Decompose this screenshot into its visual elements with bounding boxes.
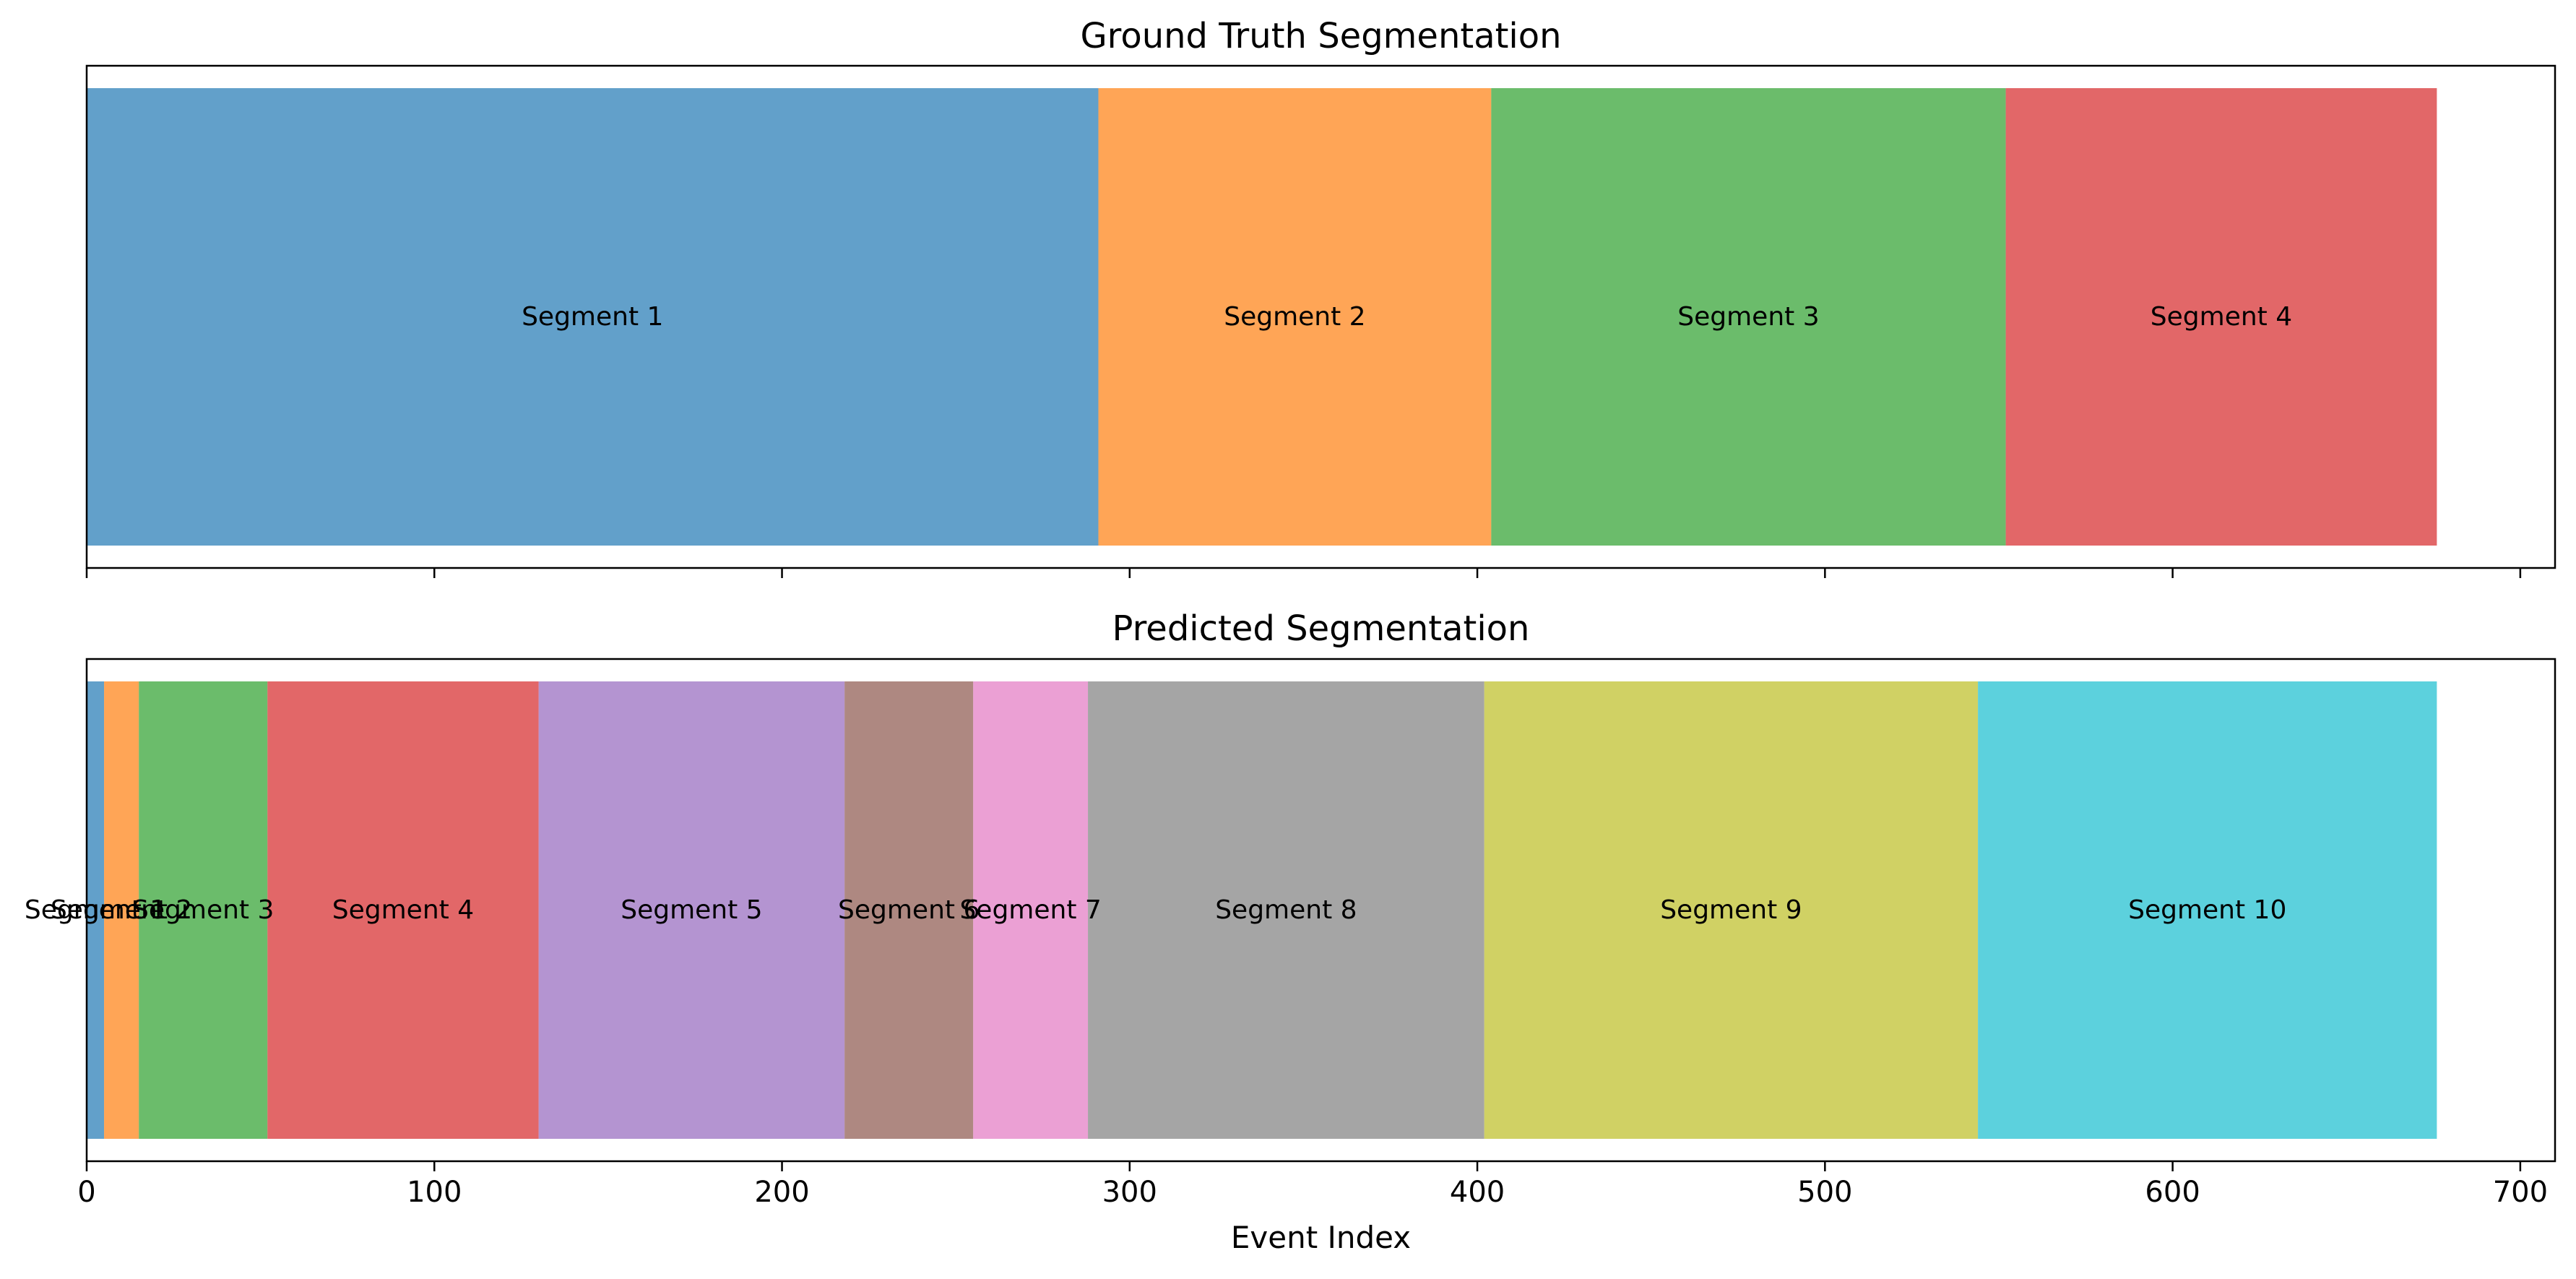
predicted-segment-bar-9	[1484, 681, 1979, 1139]
predicted-x-tick-label-600: 600	[2145, 1176, 2200, 1209]
predicted-segment-bar-3	[139, 681, 268, 1139]
predicted-x-tick-label-300: 300	[1102, 1176, 1157, 1209]
ground-truth-segment-bar-2	[1098, 88, 1492, 546]
predicted-segment-label-6: Segment 6	[838, 895, 980, 925]
predicted-segment-bar-6	[844, 681, 974, 1139]
predicted-segment-label-10: Segment 10	[2128, 895, 2286, 925]
predicted-segment-bar-2	[104, 681, 139, 1139]
predicted-x-tick-label-100: 100	[407, 1176, 462, 1209]
ground-truth-segment-label-3: Segment 3	[1677, 302, 1819, 332]
predicted-segment-bar-7	[973, 681, 1089, 1139]
predicted-segment-label-9: Segment 9	[1660, 895, 1802, 925]
predicted-segment-label-1: Segment 1	[25, 895, 166, 925]
ground-truth-segment-label-1: Segment 1	[522, 302, 663, 332]
predicted-segment-bar-10	[1978, 681, 2437, 1139]
ground-truth-segment-bar-1	[87, 88, 1099, 546]
predicted-x-tick-label-500: 500	[1797, 1176, 1852, 1209]
predicted-title: Predicted Segmentation	[1112, 608, 1530, 649]
predicted-x-tick-label-0: 0	[77, 1176, 95, 1209]
predicted-segment-label-2: Segment 2	[51, 895, 192, 925]
predicted-segment-bar-1	[87, 681, 105, 1139]
predicted-segment-label-5: Segment 5	[621, 895, 762, 925]
ground-truth-segment-bar-4	[2005, 88, 2437, 546]
predicted-x-tick-label-400: 400	[1450, 1176, 1505, 1209]
predicted-x-tick-label-200: 200	[754, 1176, 809, 1209]
ground-truth-panel: Ground Truth Segmentation Segment 1 Segmen…	[85, 16, 2556, 578]
ground-truth-title: Ground Truth Segmentation	[1080, 16, 1561, 56]
predicted-segment-label-8: Segment 8	[1215, 895, 1357, 925]
ground-truth-segment-label-2: Segment 2	[1224, 302, 1365, 332]
ground-truth-axes-frame	[85, 64, 2556, 569]
ground-truth-segment-bar-3	[1491, 88, 2006, 546]
predicted-segment-bar-8	[1088, 681, 1484, 1139]
predicted-segment-bar-4	[267, 681, 539, 1139]
predicted-axes-frame	[85, 658, 2556, 1163]
predicted-segment-label-4: Segment 4	[332, 895, 474, 925]
predicted-segment-label-3: Segment 3	[132, 895, 274, 925]
ground-truth-segment-label-4: Segment 4	[2151, 302, 2292, 332]
predicted-x-axis-label: Event Index	[1231, 1220, 1411, 1255]
predicted-x-tick-label-700: 700	[2493, 1176, 2548, 1209]
predicted-segment-label-7: Segment 7	[959, 895, 1101, 925]
predicted-segment-bar-5	[538, 681, 845, 1139]
